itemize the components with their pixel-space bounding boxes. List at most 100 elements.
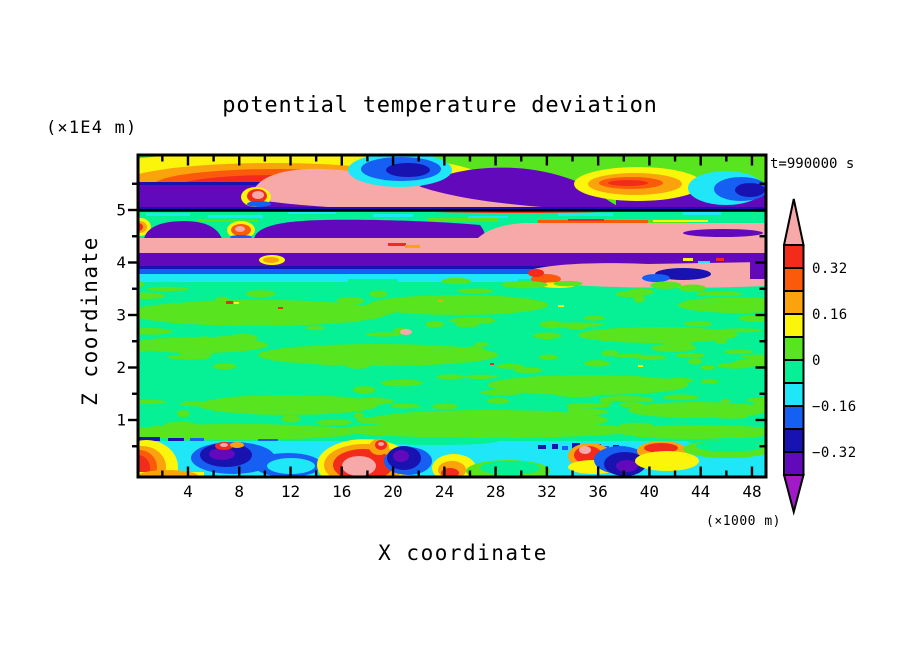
mottle-fleck: [454, 321, 480, 328]
field-shape: [146, 213, 190, 216]
mottle-fleck: [463, 374, 498, 380]
y-tick-label: 2: [116, 358, 126, 377]
field-shape: [190, 438, 204, 441]
mottle-fleck: [214, 296, 230, 304]
mottle-fleck: [555, 392, 599, 398]
mottle-fleck: [724, 297, 740, 304]
field-shape: [252, 191, 264, 199]
mottle-fleck: [336, 406, 349, 412]
field-shape: [405, 245, 420, 248]
mottle-fleck: [138, 399, 167, 404]
mottle-fleck: [431, 403, 458, 410]
mottle-fleck: [619, 422, 654, 428]
x-tick-label: 16: [332, 482, 351, 501]
mottle-fleck: [738, 314, 766, 322]
x-tick-label: 4: [183, 482, 193, 501]
field-shape: [388, 243, 406, 246]
field-shape: [638, 365, 643, 367]
mottle-fleck: [539, 320, 564, 329]
mottle-fleck: [740, 354, 766, 360]
mottle-fleck: [305, 325, 326, 331]
x-tick-label: 44: [691, 482, 710, 501]
field-shape: [138, 182, 298, 185]
mottle-fleck: [147, 286, 189, 292]
plot-frame: [136, 153, 768, 479]
mottle-fleck: [372, 354, 395, 361]
field-shape: [247, 201, 271, 207]
field-shape: [198, 395, 378, 415]
field-shape: [235, 226, 245, 232]
colorbar-label: 0: [812, 353, 821, 369]
mottle-fleck: [678, 284, 707, 292]
mottle-fleck: [138, 281, 145, 288]
field-shape: [234, 302, 239, 304]
field-shape: [558, 305, 564, 307]
mottle-fleck: [212, 363, 237, 370]
mottle-fleck: [281, 415, 301, 423]
x-tick-label: 28: [486, 482, 505, 501]
mottle-fleck: [702, 379, 719, 384]
mottle-fleck: [724, 349, 754, 355]
time-annotation: t=990000 s: [770, 156, 854, 172]
colorbar-cell: [783, 313, 805, 338]
y-tick-label: 3: [116, 306, 126, 325]
field-shape: [653, 220, 708, 222]
field-shape: [683, 212, 721, 215]
field-shape: [386, 163, 430, 177]
field-shape: [644, 443, 678, 453]
field-shape: [552, 444, 558, 449]
y-axis-title: Z coordinate: [78, 236, 102, 406]
field-shape: [490, 363, 494, 365]
mottle-fleck: [752, 401, 766, 407]
x-tick-label: 40: [640, 482, 659, 501]
field-shape: [480, 461, 540, 475]
field-shape: [635, 451, 699, 471]
mottle-fleck: [457, 288, 494, 294]
mottle-fleck: [538, 354, 559, 360]
x-tick-label: 24: [435, 482, 454, 501]
field-shape: [138, 437, 160, 441]
field-shape: [616, 460, 638, 472]
x-axis-title: X coordinate: [378, 541, 548, 565]
field-shape: [696, 440, 764, 452]
field-shape: [618, 425, 766, 439]
field-shape: [230, 442, 244, 448]
mottle-fleck: [495, 363, 525, 369]
mottle-fleck: [347, 397, 395, 405]
colorbar-cell: [783, 290, 805, 315]
colorbar-label: −0.16: [812, 399, 857, 415]
mottle-fleck: [245, 290, 276, 298]
field-shape: [608, 180, 648, 186]
mottle-fleck: [553, 280, 583, 287]
mottle-fleck: [402, 348, 423, 356]
mottle-fleck: [312, 402, 335, 409]
mottle-fleck: [511, 410, 559, 415]
mottle-fleck: [746, 397, 766, 403]
plot-title: potential temperature deviation: [222, 93, 657, 118]
mottle-fleck: [662, 394, 699, 401]
y-tick-label: 4: [116, 253, 126, 272]
mottle-fleck: [664, 377, 694, 384]
field-shape: [378, 442, 384, 446]
field-shape: [642, 274, 670, 282]
field-shape: [538, 220, 648, 223]
colorbar-bottom-arrow: [782, 474, 805, 516]
mottle-fleck: [390, 403, 420, 409]
field-shape: [438, 300, 443, 302]
x-axis-unit-label: (×1000 m): [706, 514, 781, 529]
field-shape: [698, 261, 710, 264]
colorbar-label: 0.16: [812, 307, 848, 323]
mottle-fleck: [365, 332, 403, 337]
field-shape: [138, 223, 766, 254]
field-shape: [226, 301, 233, 304]
field-shape: [562, 446, 568, 450]
field-shape: [488, 375, 688, 395]
mottle-fleck: [446, 353, 467, 359]
colorbar-label: 0.32: [812, 261, 848, 277]
colorbar-cell: [783, 451, 805, 476]
mottle-fleck: [568, 408, 608, 416]
field-shape: [278, 307, 283, 309]
field-shape: [678, 297, 766, 313]
